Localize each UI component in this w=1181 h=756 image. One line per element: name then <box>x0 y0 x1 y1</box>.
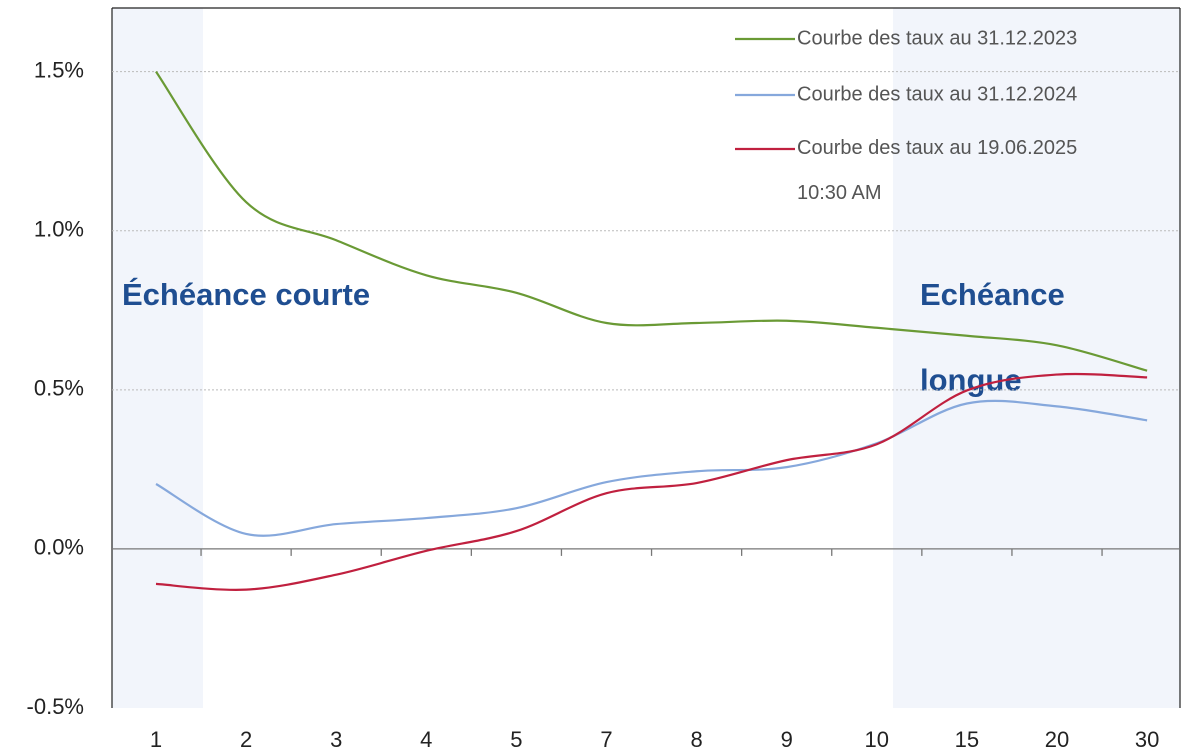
x-tick-label: 4 <box>420 727 432 752</box>
series-line <box>155 399 1148 537</box>
y-tick-label: -0.5% <box>27 694 84 719</box>
x-tick-label: 15 <box>955 727 979 752</box>
x-tick-label: 2 <box>240 727 252 752</box>
y-tick-label: 1.5% <box>34 57 84 82</box>
legend-label: Courbe des taux au 31.12.2023 <box>797 27 1077 49</box>
x-tick-label: 30 <box>1135 727 1159 752</box>
legend-label: Courbe des taux au 31.12.2024 <box>797 83 1077 105</box>
x-tick-label: 7 <box>600 727 612 752</box>
series-line <box>155 71 1148 372</box>
legend-label: Courbe des taux au 19.06.2025 10:30 AM <box>797 137 1077 204</box>
x-tick-label: 8 <box>690 727 702 752</box>
y-tick-label: 0.5% <box>34 376 84 401</box>
series-line <box>155 372 1148 591</box>
x-tick-label: 20 <box>1045 727 1069 752</box>
y-tick-label: 1.0% <box>34 217 84 242</box>
x-tick-label: 5 <box>510 727 522 752</box>
x-tick-label: 3 <box>330 727 342 752</box>
y-tick-label: 0.0% <box>34 535 84 560</box>
x-tick-label: 1 <box>150 727 162 752</box>
annotation: Échéance courte <box>122 277 370 312</box>
x-tick-label: 10 <box>865 727 889 752</box>
x-tick-label: 9 <box>781 727 793 752</box>
long-term-band <box>893 8 1180 708</box>
short-term-band <box>112 8 203 708</box>
